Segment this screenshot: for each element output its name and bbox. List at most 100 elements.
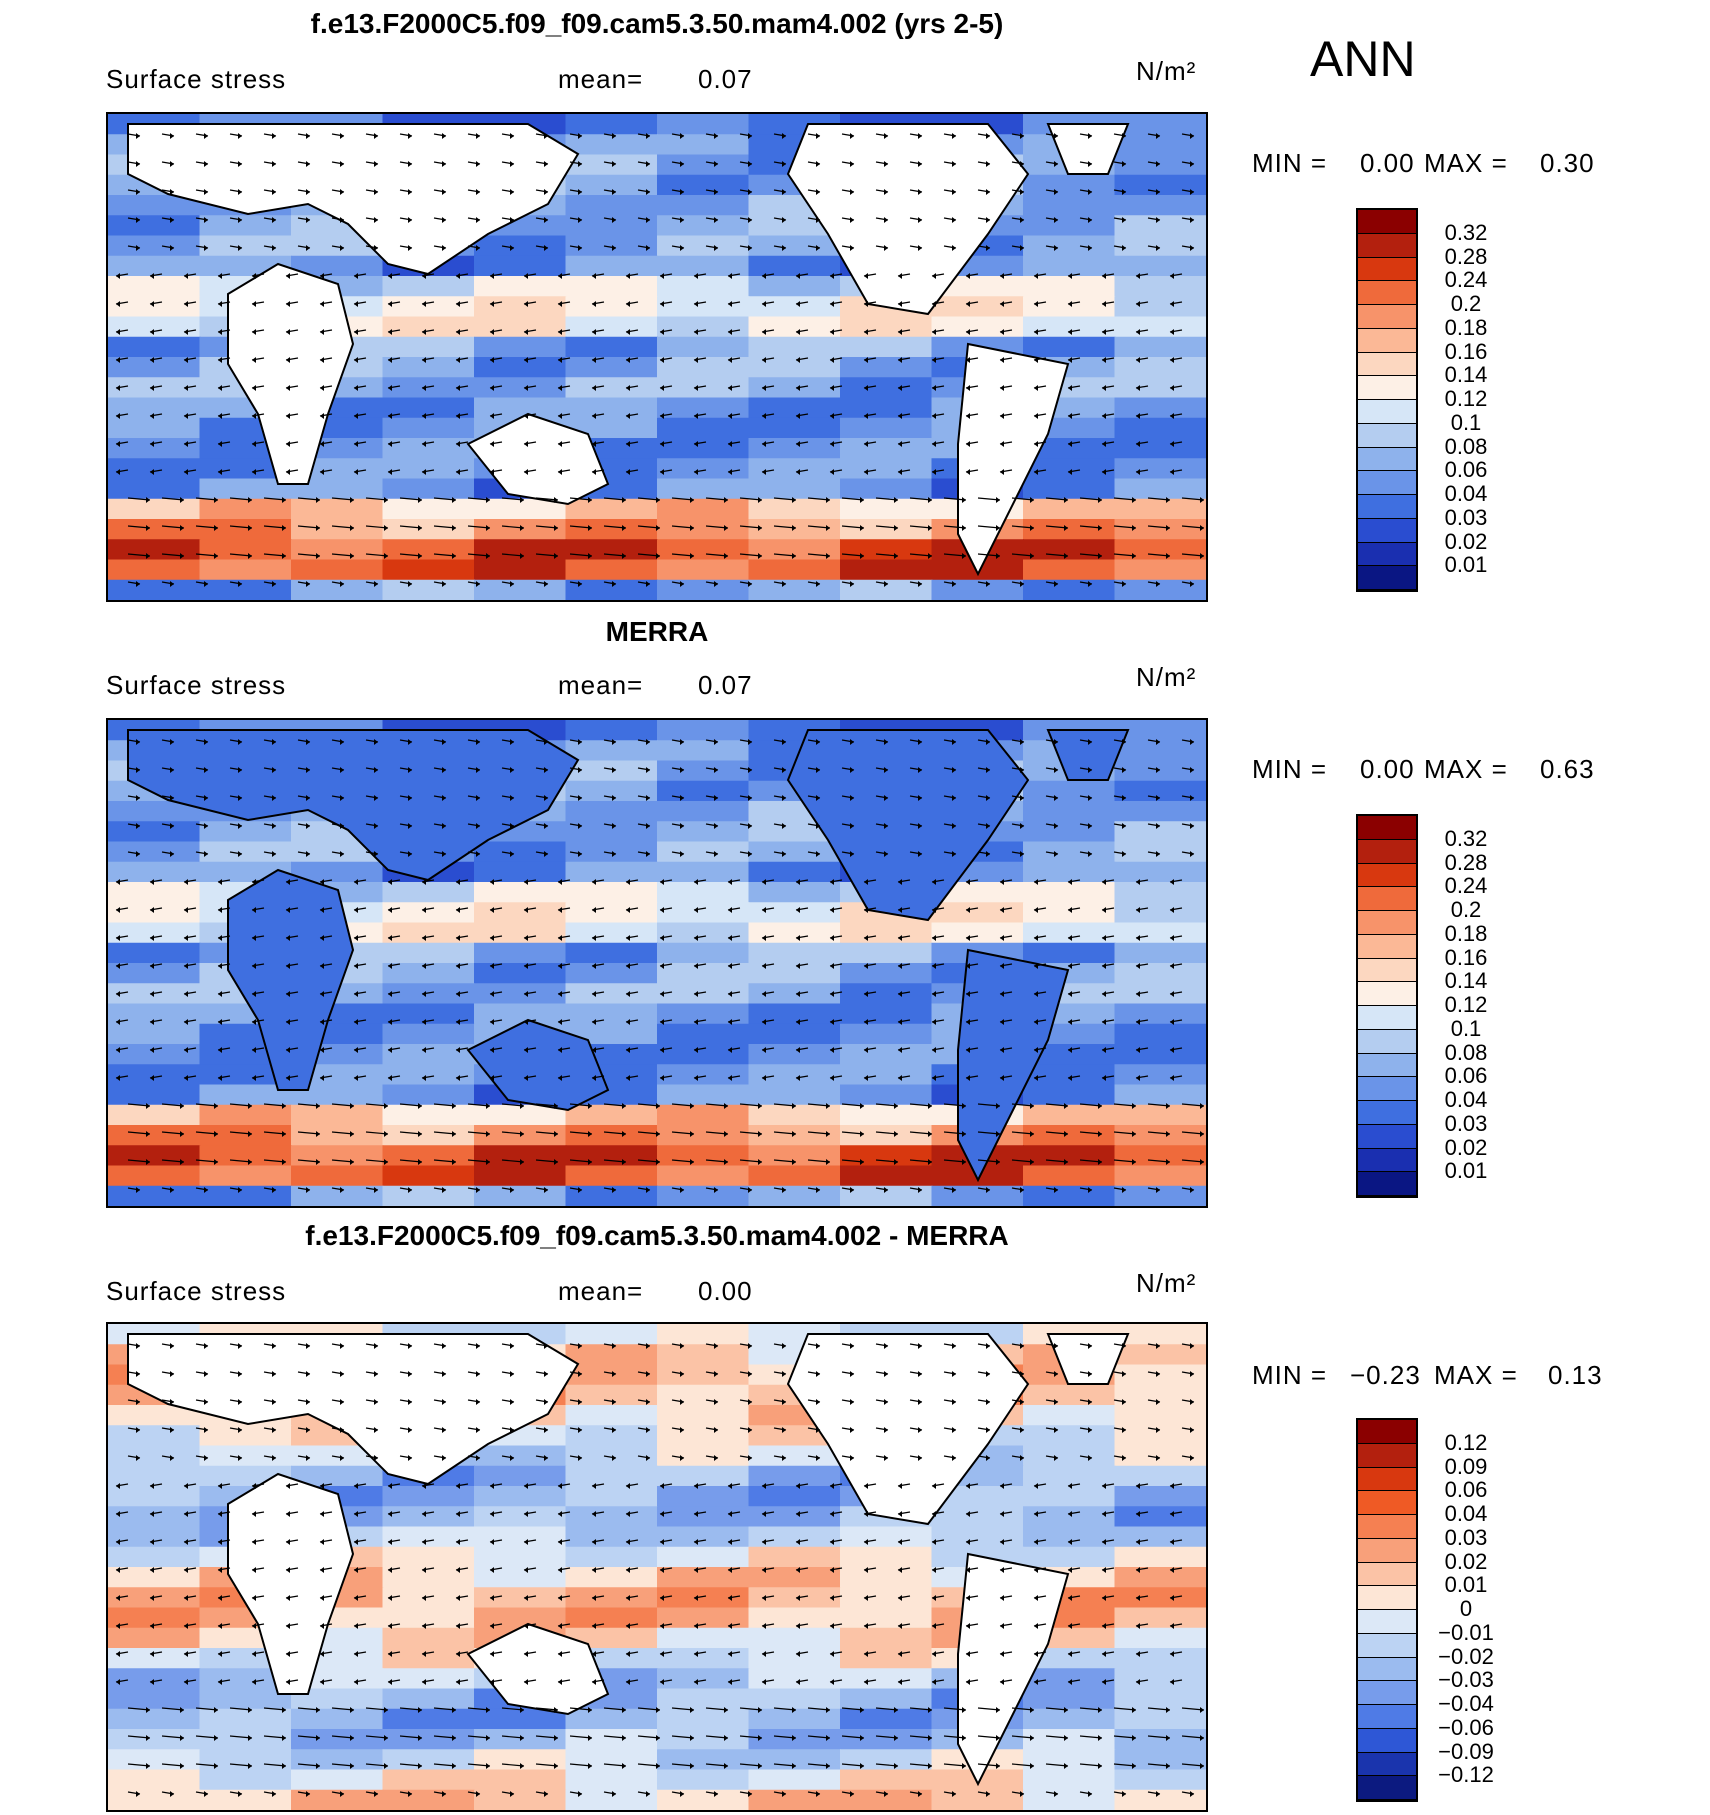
panel-3-mean-label: mean=	[558, 1276, 644, 1306]
colorbar-swatch	[1358, 210, 1416, 234]
panel-3-max-value: 0.13	[1548, 1360, 1603, 1390]
colorbar-tick-label: 0.01	[1444, 1572, 1488, 1598]
panel-3-max-label: MAX =	[1434, 1360, 1518, 1390]
colorbar-tick-label: 0.18	[1444, 314, 1488, 340]
colorbar-tick-label: 0.12	[1444, 386, 1488, 411]
panel-1-max-label: MAX =	[1424, 148, 1508, 178]
colorbar-tick-label: 0.32	[1444, 219, 1488, 245]
colorbar-tick-label: 0.18	[1444, 920, 1488, 946]
colorbar-swatch	[1358, 1420, 1416, 1444]
colorbar-tick-label: 0.04	[1444, 1501, 1488, 1526]
colorbar-tick-label: 0.01	[1444, 1158, 1488, 1184]
colorbar-swatch	[1358, 376, 1416, 400]
colorbar-tick-label: −0.04	[1438, 1691, 1494, 1716]
panel-3-variable: Surface stress	[106, 1276, 287, 1306]
colorbar-tick-label: 0.14	[1444, 362, 1488, 388]
colorbar-tick-label: −0.02	[1438, 1643, 1494, 1669]
colorbar-tick-label: 0.06	[1444, 1477, 1488, 1503]
colorbar-tick-label: −0.12	[1438, 1762, 1494, 1788]
colorbar-tick-label: 0.04	[1444, 1087, 1488, 1112]
colorbar-tick-label: 0.06	[1444, 457, 1488, 483]
colorbar-swatch	[1358, 447, 1416, 472]
colorbar-swatch	[1358, 816, 1416, 840]
colorbar-swatch	[1358, 400, 1416, 424]
panel-3-min-label: MIN =	[1252, 1360, 1328, 1390]
panel-2-mean-value: 0.07	[698, 670, 753, 700]
panel-1-units: N/m²	[1136, 56, 1197, 86]
colorbar-tick-label: −0.06	[1438, 1714, 1494, 1740]
colorbar-tick-label: 0.12	[1444, 1429, 1488, 1455]
panel-2-units: N/m²	[1136, 662, 1197, 692]
panel-1-mean-label: mean=	[558, 64, 644, 94]
colorbar-swatch	[1358, 542, 1416, 567]
panel-2-mean-label: mean=	[558, 670, 644, 700]
panel-3-colorbar	[1356, 1418, 1418, 1802]
colorbar-tick-label: −0.03	[1438, 1667, 1494, 1693]
colorbar-swatch	[1358, 328, 1416, 353]
colorbar-tick-label: −0.01	[1438, 1619, 1494, 1645]
panel-2-colorbar	[1356, 814, 1418, 1198]
colorbar-tick-label: −0.09	[1438, 1738, 1494, 1764]
colorbar-swatch	[1358, 1077, 1416, 1101]
colorbar-swatch	[1358, 1586, 1416, 1610]
colorbar-tick-label: 0.04	[1444, 481, 1488, 506]
panel-1-min-label: MIN =	[1252, 148, 1328, 178]
panel-3-map	[106, 1322, 1208, 1812]
panel-2-max-value: 0.63	[1540, 754, 1595, 784]
colorbar-swatch	[1358, 495, 1416, 519]
colorbar-tick-label: 0.14	[1444, 968, 1488, 994]
colorbar-swatch	[1358, 911, 1416, 935]
colorbar-tick-label: 0.28	[1444, 849, 1488, 875]
colorbar-swatch	[1358, 257, 1416, 282]
panel-1-min-value: 0.00	[1360, 148, 1415, 178]
colorbar-tick-label: 0.03	[1444, 504, 1488, 530]
colorbar-swatch	[1358, 1610, 1416, 1634]
colorbar-swatch	[1358, 839, 1416, 864]
panel-1-title: f.e13.F2000C5.f09_f09.cam5.3.50.mam4.002…	[310, 8, 1004, 39]
colorbar-swatch	[1358, 518, 1416, 543]
colorbar-tick-label: 0.02	[1444, 1548, 1488, 1574]
colorbar-tick-label: 0.09	[1444, 1453, 1488, 1479]
colorbar-swatch	[1358, 423, 1416, 448]
colorbar-swatch	[1358, 1776, 1416, 1800]
panel-3-mean-value: 0.00	[698, 1276, 753, 1306]
panel-1-variable: Surface stress	[106, 64, 287, 94]
colorbar-swatch	[1358, 1538, 1416, 1563]
panel-2-map	[106, 718, 1208, 1208]
colorbar-swatch	[1358, 1124, 1416, 1149]
colorbar-tick-label: 0.08	[1444, 433, 1488, 459]
colorbar-tick-label: 0.16	[1444, 338, 1488, 364]
colorbar-swatch	[1358, 1633, 1416, 1658]
colorbar-swatch	[1358, 863, 1416, 888]
panel-2-variable: Surface stress	[106, 670, 287, 700]
panel-2-min-label: MIN =	[1252, 754, 1328, 784]
colorbar-swatch	[1358, 1443, 1416, 1468]
colorbar-swatch	[1358, 352, 1416, 377]
colorbar-swatch	[1358, 1029, 1416, 1054]
panel-1-colorbar	[1356, 208, 1418, 592]
colorbar-tick-label: 0.03	[1444, 1110, 1488, 1136]
colorbar-tick-label: 0.08	[1444, 1039, 1488, 1065]
colorbar-tick-label: 0.24	[1444, 873, 1488, 899]
colorbar-swatch	[1358, 982, 1416, 1006]
colorbar-tick-label: 0.24	[1444, 267, 1488, 293]
colorbar-swatch	[1358, 471, 1416, 495]
colorbar-swatch	[1358, 1172, 1416, 1196]
panel-3-units: N/m²	[1136, 1268, 1197, 1298]
colorbar-swatch	[1358, 1006, 1416, 1030]
colorbar-swatch	[1358, 1705, 1416, 1729]
colorbar-swatch	[1358, 233, 1416, 258]
colorbar-swatch	[1358, 1752, 1416, 1777]
colorbar-swatch	[1358, 1681, 1416, 1705]
colorbar-swatch	[1358, 1657, 1416, 1682]
colorbar-swatch	[1358, 1053, 1416, 1078]
colorbar-tick-label: 0.03	[1444, 1524, 1488, 1550]
colorbar-swatch	[1358, 958, 1416, 983]
colorbar-swatch	[1358, 1515, 1416, 1539]
colorbar-tick-label: 0.06	[1444, 1063, 1488, 1089]
colorbar-tick-label: 0.1	[1450, 1015, 1482, 1041]
colorbar-tick-label: 0.02	[1444, 528, 1488, 554]
colorbar-tick-label: 0.2	[1450, 291, 1482, 316]
colorbar-tick-label: 0.01	[1444, 552, 1488, 578]
colorbar-tick-label: 0.16	[1444, 944, 1488, 970]
